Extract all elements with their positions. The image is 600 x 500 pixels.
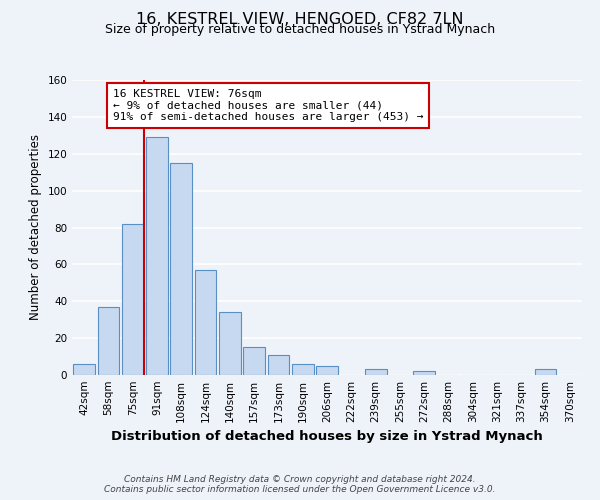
Bar [194,270,217,375]
Bar [365,370,386,375]
Bar [146,137,168,375]
Text: Contains HM Land Registry data © Crown copyright and database right 2024.
Contai: Contains HM Land Registry data © Crown c… [104,474,496,494]
Bar [73,364,95,375]
Text: 16, KESTREL VIEW, HENGOED, CF82 7LN: 16, KESTREL VIEW, HENGOED, CF82 7LN [136,12,464,28]
Bar [413,372,435,375]
Y-axis label: Number of detached properties: Number of detached properties [29,134,42,320]
Text: Size of property relative to detached houses in Ystrad Mynach: Size of property relative to detached ho… [105,22,495,36]
Text: 16 KESTREL VIEW: 76sqm
← 9% of detached houses are smaller (44)
91% of semi-deta: 16 KESTREL VIEW: 76sqm ← 9% of detached … [113,89,424,122]
Bar [316,366,338,375]
Bar [292,364,314,375]
Bar [268,354,289,375]
Bar [122,224,143,375]
Bar [170,163,192,375]
Bar [243,348,265,375]
Bar [97,307,119,375]
X-axis label: Distribution of detached houses by size in Ystrad Mynach: Distribution of detached houses by size … [111,430,543,444]
Bar [535,370,556,375]
Bar [219,312,241,375]
